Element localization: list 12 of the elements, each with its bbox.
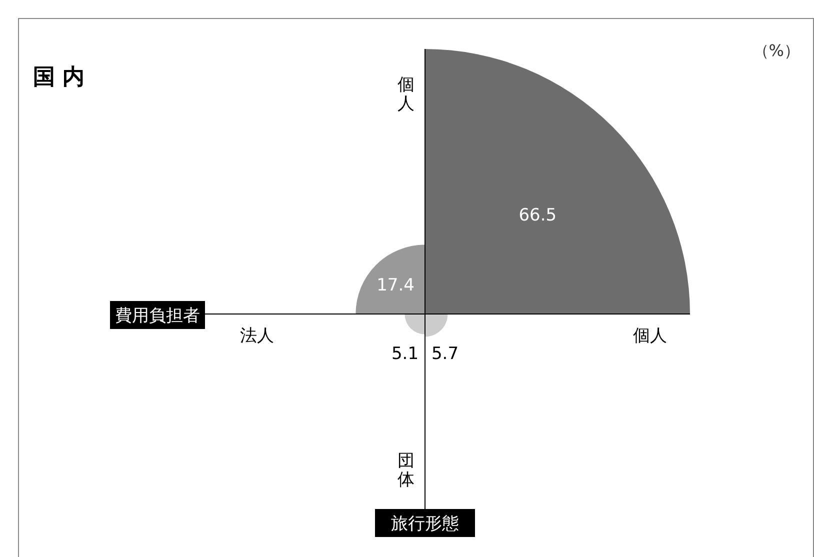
data-label: 5.1 xyxy=(391,344,419,364)
text: 個人 xyxy=(398,75,414,114)
text: 費用負担者 xyxy=(115,306,200,326)
text: 国 内 xyxy=(33,65,85,90)
text: （%） xyxy=(752,41,800,60)
text: 個人 xyxy=(633,326,667,346)
data-label: 17.4 xyxy=(376,276,414,296)
text: 団体 xyxy=(398,451,414,490)
data-label: 66.5 xyxy=(518,206,557,226)
text: 旅行形態 xyxy=(391,514,459,534)
data-label: 5.7 xyxy=(431,344,459,364)
text: 法人 xyxy=(240,326,274,346)
